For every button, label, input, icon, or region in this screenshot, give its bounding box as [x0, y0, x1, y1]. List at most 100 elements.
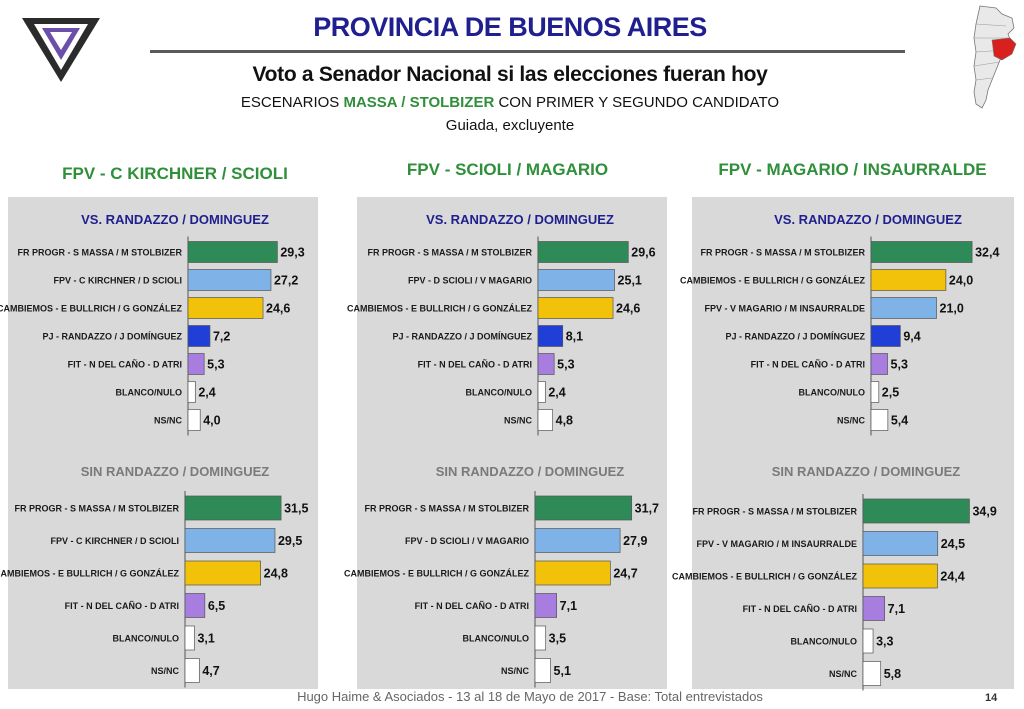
data-label: 6,5: [208, 599, 225, 613]
data-label: 7,1: [560, 599, 577, 613]
data-label: 24,4: [940, 570, 964, 584]
bar: [870, 409, 889, 431]
data-label: 34,9: [972, 505, 996, 519]
bar: [862, 596, 886, 621]
data-label: 32,4: [975, 246, 999, 260]
bar: [862, 661, 882, 686]
category-label: FR PROGR - S MASSA / M STOLBIZER: [364, 504, 529, 514]
chart-2: VS. RANDAZZO / DOMINGUEZ FR PROGR - S MAS…: [347, 212, 656, 436]
bar: [862, 563, 938, 589]
scenarios-suffix: CON PRIMER Y SEGUNDO CANDIDATO: [498, 94, 780, 111]
data-label: 5,3: [891, 358, 908, 372]
bar: [870, 353, 888, 375]
data-label: 2,5: [882, 386, 899, 400]
category-label: CAMBIEMOS - E BULLRICH / G GONZÁLEZ: [347, 304, 532, 314]
chart-1: VS. RANDAZZO / DOMINGUEZ FR PROGR - S MAS…: [0, 212, 305, 436]
data-label: 24,7: [613, 567, 637, 581]
bar: [534, 495, 633, 521]
category-label: NS/NC: [837, 416, 866, 426]
bar: [184, 560, 261, 586]
category-label: FIT - N DEL CAÑO - D ATRI: [751, 360, 865, 370]
data-label: 9,4: [903, 330, 920, 344]
category-label: BLANCO/NULO: [463, 634, 530, 644]
category-label: FIT - N DEL CAÑO - D ATRI: [418, 360, 532, 370]
data-label: 24,0: [949, 274, 973, 288]
data-label: 29,5: [278, 534, 302, 548]
category-label: FPV - D SCIOLI / V MAGARIO: [405, 536, 529, 546]
category-label: FIT - N DEL CAÑO - D ATRI: [743, 604, 857, 614]
chart-title: VS. RANDAZZO / DOMINGUEZ: [774, 212, 962, 227]
chart-title: SIN RANDAZZO / DOMINGUEZ: [772, 464, 961, 479]
chart-5: SIN RANDAZZO / DOMINGUEZ FR PROGR - S MAS…: [344, 464, 659, 688]
bar: [534, 625, 547, 651]
scenarios-highlight: MASSA / STOLBIZER: [343, 94, 495, 111]
bar: [184, 495, 282, 521]
category-label: FR PROGR - S MASSA / M STOLBIZER: [367, 248, 532, 258]
category-label: NS/NC: [501, 666, 530, 676]
bar: [870, 241, 973, 263]
bar: [537, 409, 553, 431]
bar: [537, 269, 615, 291]
data-label: 29,3: [280, 246, 304, 260]
bar: [870, 325, 901, 347]
page-subtitle: Voto a Senador Nacional si las eleccione…: [252, 63, 768, 86]
bar: [534, 593, 558, 618]
bar: [184, 658, 200, 683]
category-label: PJ - RANDAZZO / J DOMÍNGUEZ: [725, 332, 865, 342]
chart-title: SIN RANDAZZO / DOMINGUEZ: [81, 464, 270, 479]
method-note: Guiada, excluyente: [445, 117, 575, 134]
category-label: BLANCO/NULO: [466, 388, 533, 398]
bar: [537, 241, 629, 263]
data-label: 27,2: [274, 274, 298, 288]
argentina-map-icon: [973, 5, 1017, 109]
chart-title: VS. RANDAZZO / DOMINGUEZ: [81, 212, 269, 227]
column-title-2: FPV - SCIOLI / MAGARIO: [406, 160, 609, 179]
category-label: FPV - V MAGARIO / M INSAURRALDE: [704, 304, 865, 314]
chart-title: SIN RANDAZZO / DOMINGUEZ: [436, 464, 625, 479]
title-divider: [150, 50, 905, 53]
data-label: 25,1: [618, 274, 642, 288]
category-label: FPV - D SCIOLI / V MAGARIO: [408, 276, 532, 286]
bar: [862, 498, 970, 524]
category-label: FPV - V MAGARIO / M INSAURRALDE: [696, 539, 857, 549]
scenarios-prefix: ESCENARIOS: [240, 94, 340, 111]
category-label: CAMBIEMOS - E BULLRICH / G GONZÁLEZ: [344, 569, 529, 579]
data-label: 31,7: [635, 502, 659, 516]
category-label: CAMBIEMOS - E BULLRICH / G GONZÁLEZ: [672, 572, 857, 582]
category-label: FIT - N DEL CAÑO - D ATRI: [68, 360, 182, 370]
bar: [184, 625, 195, 651]
data-label: 24,6: [266, 302, 290, 316]
data-label: 4,8: [556, 414, 573, 428]
data-label: 5,3: [557, 358, 574, 372]
category-label: FIT - N DEL CAÑO - D ATRI: [415, 601, 529, 611]
bar: [537, 381, 546, 403]
bar: [184, 593, 206, 618]
category-label: CAMBIEMOS - E BULLRICH / G GONZÁLEZ: [0, 569, 179, 579]
category-label: BLANCO/NULO: [113, 634, 180, 644]
bar: [870, 297, 937, 319]
data-label: 5,8: [884, 667, 901, 681]
category-label: CAMBIEMOS - E BULLRICH / G GONZÁLEZ: [680, 276, 865, 286]
data-label: 2,4: [548, 386, 565, 400]
data-label: 21,0: [940, 302, 964, 316]
category-label: FR PROGR - S MASSA / M STOLBIZER: [692, 507, 857, 517]
page-title: PROVINCIA DE BUENOS AIRES: [313, 12, 707, 42]
page-number: 14: [985, 692, 998, 704]
data-label: 3,5: [549, 632, 566, 646]
category-label: NS/NC: [151, 666, 180, 676]
category-label: FR PROGR - S MASSA / M STOLBIZER: [700, 248, 865, 258]
bar: [187, 297, 264, 319]
bar: [537, 325, 564, 347]
scenarios-line: ESCENARIOS MASSA / STOLBIZER CON PRIMER …: [150, 94, 870, 111]
category-label: BLANCO/NULO: [799, 388, 866, 398]
data-label: 4,0: [203, 414, 220, 428]
data-label: 3,3: [876, 635, 893, 649]
company-logo: [22, 18, 100, 82]
category-label: FR PROGR - S MASSA / M STOLBIZER: [17, 248, 182, 258]
chart-6: SIN RANDAZZO / DOMINGUEZ FR PROGR - S MAS…: [672, 464, 997, 691]
chart-4: SIN RANDAZZO / DOMINGUEZ FR PROGR - S MAS…: [0, 464, 308, 688]
column-title-3: FPV - MAGARIO / INSAURRALDE: [718, 160, 987, 179]
bar: [534, 528, 621, 553]
bar: [534, 560, 611, 586]
